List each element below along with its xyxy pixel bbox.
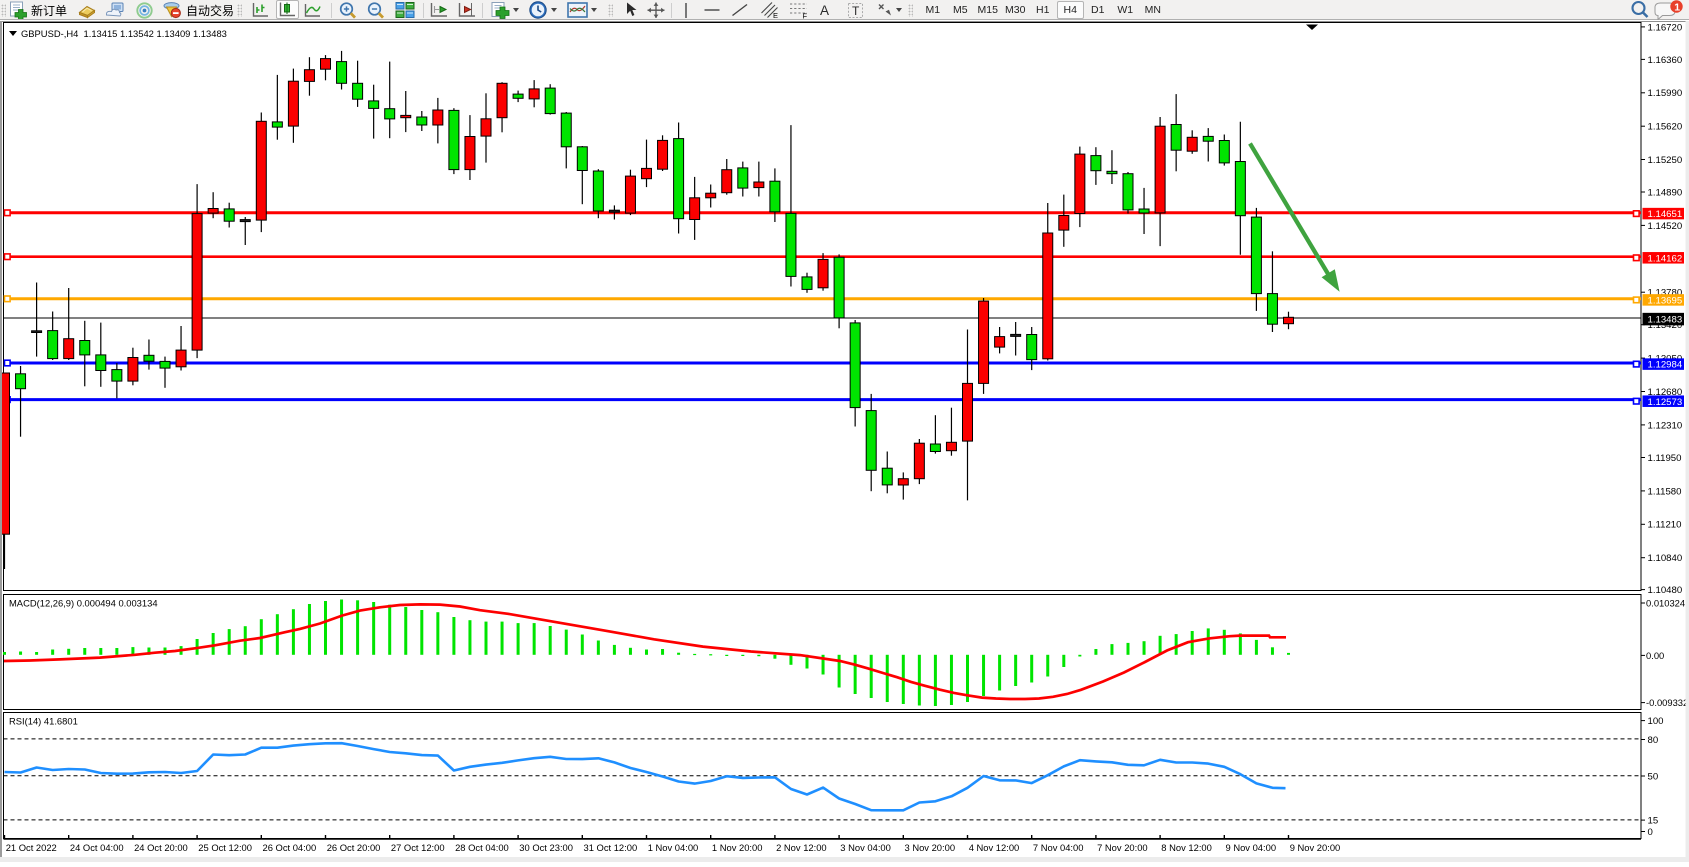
- svg-text:1.11950: 1.11950: [1648, 453, 1682, 464]
- svg-text:24 Oct 20:00: 24 Oct 20:00: [134, 842, 188, 853]
- svg-text:1.12984: 1.12984: [1648, 360, 1683, 371]
- svg-text:9 Nov 20:00: 9 Nov 20:00: [1290, 842, 1341, 853]
- svg-text:21 Oct 2022: 21 Oct 2022: [6, 842, 57, 853]
- svg-text:24 Oct 04:00: 24 Oct 04:00: [70, 842, 124, 853]
- svg-text:3 Nov 04:00: 3 Nov 04:00: [840, 842, 891, 853]
- svg-text:1 Nov 20:00: 1 Nov 20:00: [712, 842, 763, 853]
- svg-text:-0.009332: -0.009332: [1646, 697, 1688, 708]
- svg-text:1.14890: 1.14890: [1648, 187, 1683, 198]
- svg-text:15: 15: [1648, 816, 1659, 827]
- svg-text:7 Nov 20:00: 7 Nov 20:00: [1097, 842, 1148, 853]
- svg-text:30 Oct 23:00: 30 Oct 23:00: [519, 842, 573, 853]
- svg-text:27 Oct 12:00: 27 Oct 12:00: [391, 842, 445, 853]
- svg-text:1: 1: [1674, 2, 1680, 14]
- svg-text:1.15620: 1.15620: [1648, 122, 1683, 133]
- svg-text:1.16720: 1.16720: [1648, 22, 1683, 33]
- svg-text:RSI(14) 41.6801: RSI(14) 41.6801: [9, 716, 78, 727]
- svg-text:3 Nov 20:00: 3 Nov 20:00: [905, 842, 956, 853]
- svg-text:7 Nov 04:00: 7 Nov 04:00: [1033, 842, 1084, 853]
- svg-text:26 Oct 04:00: 26 Oct 04:00: [263, 842, 317, 853]
- svg-text:1.11580: 1.11580: [1648, 486, 1682, 497]
- svg-text:1.10840: 1.10840: [1648, 553, 1683, 564]
- svg-text:1.12310: 1.12310: [1648, 420, 1683, 431]
- svg-text:4 Nov 12:00: 4 Nov 12:00: [969, 842, 1020, 853]
- svg-text:1.13695: 1.13695: [1648, 296, 1683, 307]
- svg-text:2 Nov 12:00: 2 Nov 12:00: [776, 842, 827, 853]
- svg-text:GBPUSD-,H4 1.13415 1.13542 1.: GBPUSD-,H4 1.13415 1.13542 1.13409 1.134…: [21, 28, 227, 39]
- svg-text:50: 50: [1648, 771, 1659, 782]
- svg-text:T: T: [852, 4, 860, 18]
- svg-text:1 Nov 04:00: 1 Nov 04:00: [648, 842, 699, 853]
- svg-text:0.010324: 0.010324: [1646, 597, 1685, 608]
- svg-text:28 Oct 04:00: 28 Oct 04:00: [455, 842, 509, 853]
- svg-text:1.11210: 1.11210: [1648, 520, 1682, 531]
- svg-text:0: 0: [1648, 827, 1653, 838]
- svg-text:1.13483: 1.13483: [1648, 315, 1683, 326]
- svg-text:80: 80: [1648, 735, 1659, 746]
- svg-text:25 Oct 12:00: 25 Oct 12:00: [198, 842, 252, 853]
- svg-text:1.14162: 1.14162: [1648, 253, 1683, 264]
- svg-text:8 Nov 12:00: 8 Nov 12:00: [1161, 842, 1212, 853]
- svg-text:1.15250: 1.15250: [1648, 155, 1683, 166]
- svg-text:9 Nov 04:00: 9 Nov 04:00: [1226, 842, 1277, 853]
- svg-text:1.15990: 1.15990: [1648, 88, 1683, 99]
- svg-text:26 Oct 20:00: 26 Oct 20:00: [327, 842, 381, 853]
- svg-text:E: E: [773, 11, 778, 19]
- svg-text:31 Oct 12:00: 31 Oct 12:00: [584, 842, 638, 853]
- svg-text:1.10480: 1.10480: [1648, 585, 1683, 596]
- svg-text:F: F: [803, 12, 808, 20]
- svg-text:100: 100: [1648, 716, 1664, 727]
- svg-text:MACD(12,26,9) 0.000494 0.00313: MACD(12,26,9) 0.000494 0.003134: [9, 598, 158, 609]
- svg-text:1.12573: 1.12573: [1648, 397, 1683, 408]
- svg-text:0.00: 0.00: [1646, 650, 1664, 661]
- svg-text:1.14651: 1.14651: [1648, 209, 1683, 220]
- svg-text:1.16360: 1.16360: [1648, 55, 1683, 66]
- svg-text:1.14520: 1.14520: [1648, 221, 1683, 232]
